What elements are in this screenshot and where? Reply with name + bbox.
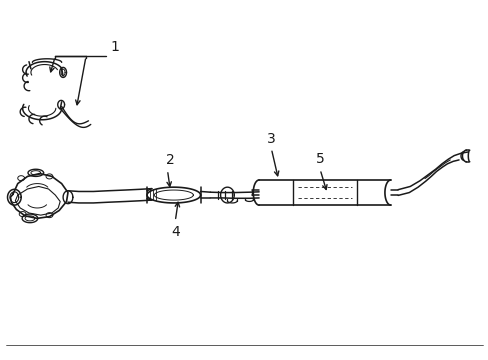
Text: 1: 1: [110, 40, 119, 54]
Text: 5: 5: [315, 152, 324, 166]
Text: 4: 4: [170, 225, 179, 239]
Text: 3: 3: [266, 132, 275, 146]
Text: 2: 2: [165, 153, 174, 167]
